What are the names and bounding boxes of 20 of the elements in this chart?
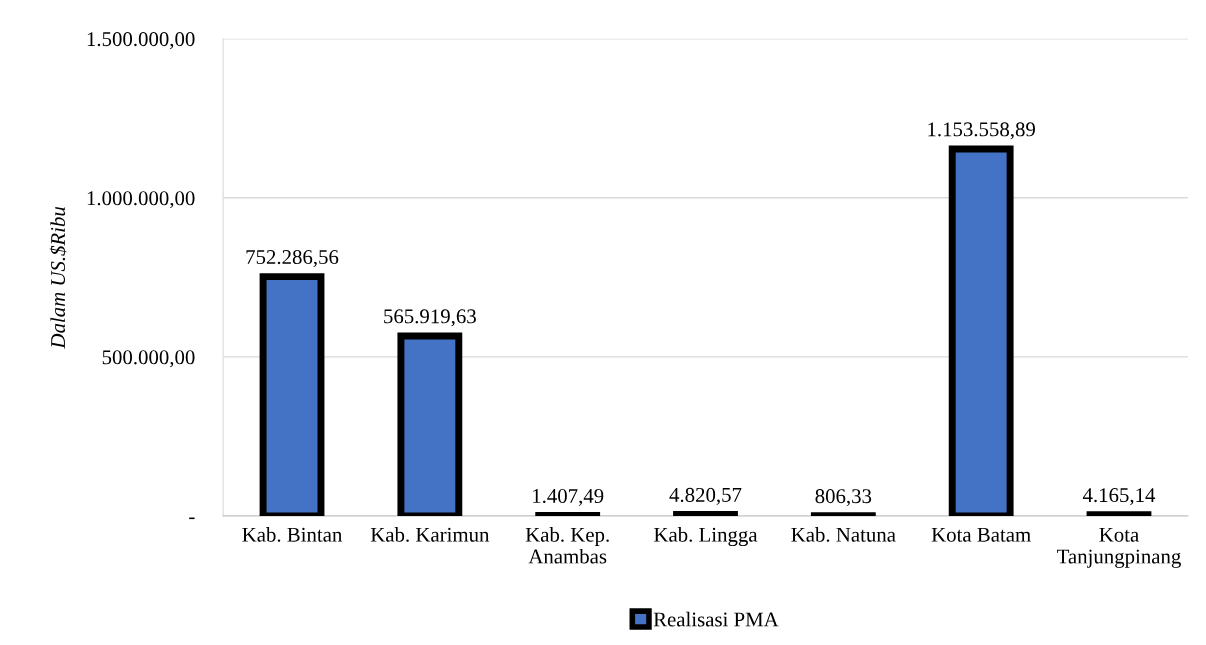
y-tick-label: 1.500.000,00 <box>87 32 195 50</box>
x-tick-label: Kab. Bintan <box>242 527 343 542</box>
x-tick-label: Kota Tanjungpinang <box>1057 527 1181 568</box>
data-label: 4.820,57 <box>669 487 742 505</box>
legend-label: Realisasi PMA <box>653 611 779 627</box>
y-tick-label: 500.000,00 <box>102 350 195 368</box>
x-tick-label: Kab. Kep. Anambas <box>525 527 609 564</box>
data-label: 1.153.558,89 <box>928 122 1035 140</box>
x-tick-label: Kab. Natuna <box>791 527 896 542</box>
y-axis-title: Dalam US.$Ribu <box>49 206 67 349</box>
data-label: 4.165,14 <box>1082 488 1156 506</box>
y-tick-label: - <box>189 517 195 520</box>
data-label: 565.919,63 <box>384 309 476 327</box>
data-label: 806,33 <box>815 489 872 507</box>
y-tick-label: 1.000.000,00 <box>87 191 195 209</box>
data-label: 752.286,56 <box>246 250 339 268</box>
data-label: 1.407,49 <box>533 488 604 506</box>
x-tick-label: Kab. Karimun <box>370 527 490 542</box>
x-tick-label: Kota Batam <box>931 527 1031 542</box>
x-tick-label: Kab. Lingga <box>654 527 758 547</box>
